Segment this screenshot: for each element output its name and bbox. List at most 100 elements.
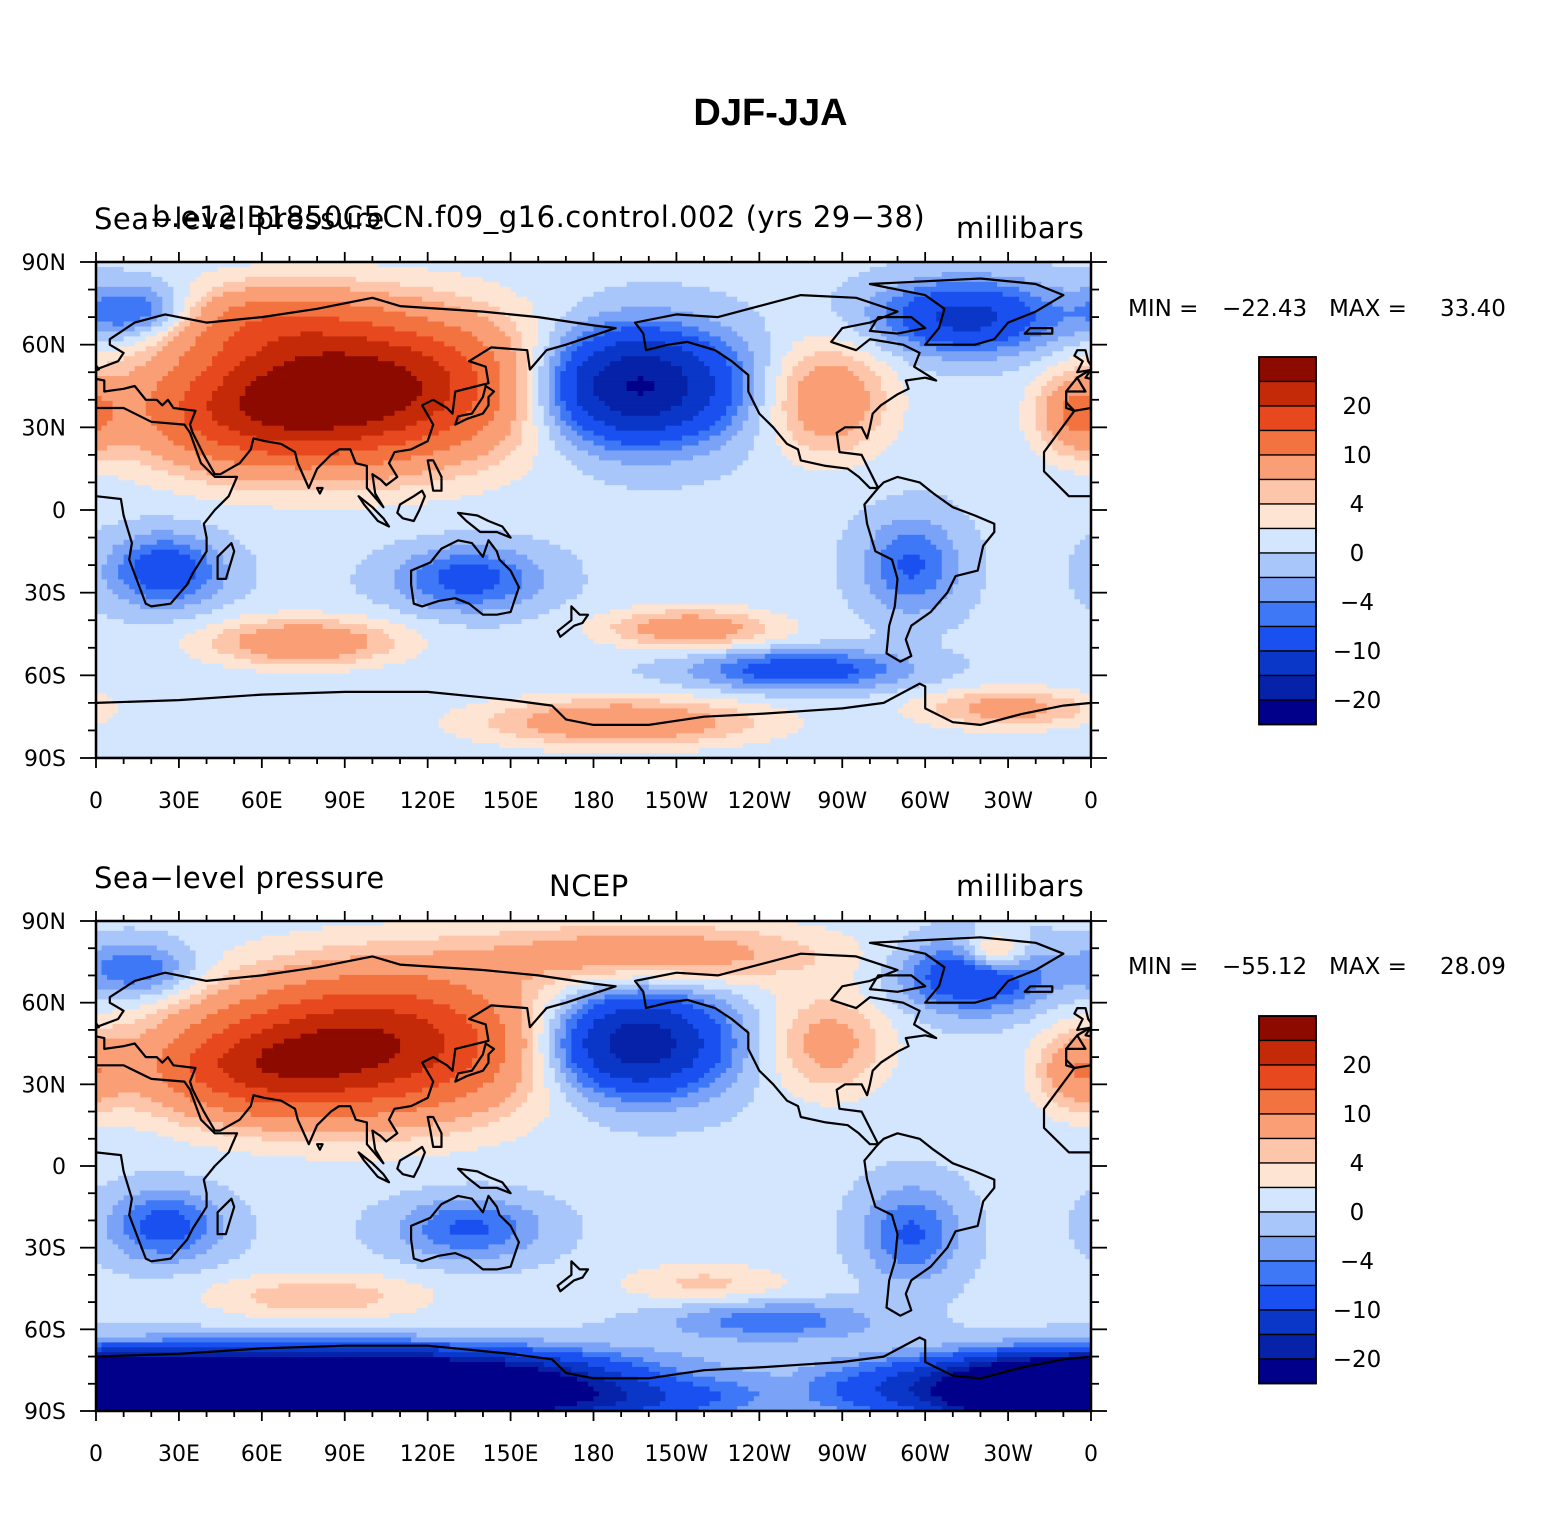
colorbar-swatch bbox=[1258, 1088, 1317, 1115]
panel1-min-label: MIN = bbox=[1128, 296, 1199, 322]
x-tick-label: 0 bbox=[1084, 1442, 1098, 1467]
colorbar-swatch bbox=[1258, 527, 1317, 554]
x-tick-label: 30W bbox=[983, 789, 1033, 814]
panel1-colorbar: 20 10 4 0 −4 −10 −20 bbox=[1258, 356, 1382, 726]
colorbar-swatch bbox=[1258, 454, 1317, 481]
colorbar-swatch bbox=[1258, 674, 1317, 701]
y-tick-label: 90N bbox=[22, 251, 66, 276]
x-tick-label: 150E bbox=[483, 1442, 539, 1467]
colorbar-label: 20 bbox=[1342, 394, 1371, 420]
x-tick-label: 60W bbox=[900, 789, 950, 814]
x-tick-label: 150E bbox=[483, 789, 539, 814]
y-tick-label: 30N bbox=[22, 1073, 66, 1098]
panel1-map: 0 30E 60E 90E 120E 150E 180 150W 120W 90W 60W 30W 09… bbox=[22, 251, 1107, 814]
colorbar-label: 0 bbox=[1350, 541, 1365, 567]
colorbar-swatch bbox=[1258, 503, 1317, 530]
panel1-left-title: Sea−level pressure bbox=[94, 202, 385, 236]
colorbar-swatch bbox=[1258, 601, 1317, 628]
colorbar-label: −4 bbox=[1340, 1249, 1374, 1275]
panel2-left-title: Sea−level pressure bbox=[94, 861, 385, 895]
panel2-colorbar: 20 10 4 0 −4 −10 −20 bbox=[1258, 1015, 1382, 1385]
pressure-field bbox=[96, 921, 1091, 1411]
x-tick-label: 90E bbox=[324, 1442, 366, 1467]
y-tick-label: 90N bbox=[22, 910, 66, 935]
colorbar-swatch bbox=[1258, 1162, 1317, 1189]
panel1-max-value: 33.40 bbox=[1440, 296, 1506, 322]
x-tick-label: 180 bbox=[573, 1442, 615, 1467]
panel2-max-value: 28.09 bbox=[1440, 954, 1506, 980]
panel1-center-title: b.e12.B1850C5CN.f09_g16.control.002 (yrs… bbox=[152, 200, 926, 234]
x-tick-label: 30W bbox=[983, 1442, 1033, 1467]
colorbar-swatch bbox=[1258, 1358, 1317, 1385]
colorbar-swatch bbox=[1258, 1333, 1317, 1360]
y-tick-label: 60N bbox=[22, 334, 66, 359]
y-tick-label: 0 bbox=[52, 499, 66, 524]
colorbar-swatch bbox=[1258, 625, 1317, 652]
x-tick-label: 30E bbox=[158, 1442, 200, 1467]
x-tick-label: 90W bbox=[817, 789, 867, 814]
colorbar-swatch bbox=[1258, 1137, 1317, 1164]
x-tick-label: 0 bbox=[1084, 789, 1098, 814]
y-tick-label: 90S bbox=[24, 747, 66, 772]
colorbar-label: 10 bbox=[1342, 443, 1371, 469]
colorbar-swatch bbox=[1258, 1186, 1317, 1213]
colorbar-label: 10 bbox=[1342, 1102, 1371, 1128]
colorbar-swatch bbox=[1258, 429, 1317, 456]
y-tick-label: 0 bbox=[52, 1155, 66, 1180]
x-tick-label: 120W bbox=[727, 1442, 791, 1467]
y-tick-label: 30S bbox=[24, 1237, 66, 1262]
y-tick-label: 30S bbox=[24, 582, 66, 607]
x-tick-label: 0 bbox=[89, 789, 103, 814]
panel2-min-value: −55.12 bbox=[1222, 954, 1308, 980]
colorbar-swatch bbox=[1258, 1260, 1317, 1287]
y-tick-label: 30N bbox=[22, 416, 66, 441]
x-tick-label: 90W bbox=[817, 1442, 867, 1467]
coastlines bbox=[96, 277, 1091, 758]
panel1-max-label: MAX = bbox=[1329, 296, 1407, 322]
main-title: DJF-JJA bbox=[693, 92, 848, 134]
colorbar-swatch bbox=[1258, 1211, 1317, 1238]
colorbar-swatch bbox=[1258, 576, 1317, 603]
colorbar-swatch bbox=[1258, 1113, 1317, 1140]
panel2-min-label: MIN = bbox=[1128, 954, 1199, 980]
panel2-units: millibars bbox=[956, 869, 1085, 903]
axis-ticks bbox=[80, 911, 1107, 1421]
coastlines bbox=[96, 936, 1091, 1411]
x-tick-label: 150W bbox=[645, 1442, 709, 1467]
colorbar-swatch bbox=[1258, 1309, 1317, 1336]
colorbar-label: −4 bbox=[1340, 590, 1374, 616]
y-tick-label: 60S bbox=[24, 1318, 66, 1343]
colorbar-swatch bbox=[1258, 1015, 1317, 1042]
x-tick-label: 120W bbox=[727, 789, 791, 814]
colorbar-label: 0 bbox=[1350, 1200, 1365, 1226]
y-tick-label: 90S bbox=[24, 1400, 66, 1425]
axis-ticks bbox=[80, 252, 1107, 768]
panel2-center-title: NCEP bbox=[549, 869, 629, 903]
colorbar-label: 4 bbox=[1350, 1151, 1365, 1177]
colorbar-label: −10 bbox=[1333, 639, 1382, 665]
colorbar-label: −10 bbox=[1333, 1298, 1382, 1324]
colorbar-swatch bbox=[1258, 356, 1317, 383]
x-tick-label: 150W bbox=[645, 789, 709, 814]
colorbar-swatch bbox=[1258, 1039, 1317, 1066]
y-tick-label: 60N bbox=[22, 992, 66, 1017]
panel1-min-value: −22.43 bbox=[1222, 296, 1308, 322]
x-tick-label: 30E bbox=[158, 789, 200, 814]
colorbar-label: −20 bbox=[1333, 688, 1382, 714]
x-tick-label: 120E bbox=[400, 1442, 456, 1467]
x-tick-label: 60E bbox=[241, 1442, 283, 1467]
panel1-units: millibars bbox=[956, 211, 1085, 245]
colorbar-swatch bbox=[1258, 1284, 1317, 1311]
colorbar-swatch bbox=[1258, 650, 1317, 677]
colorbar-label: −20 bbox=[1333, 1347, 1382, 1373]
panel2-max-label: MAX = bbox=[1329, 954, 1407, 980]
colorbar-swatch bbox=[1258, 405, 1317, 432]
x-tick-label: 60E bbox=[241, 789, 283, 814]
panel2-map: 0 30E 60E 90E 120E 150E 180 150W 120W 90W 60W 30W 09… bbox=[22, 910, 1107, 1467]
colorbar-swatch bbox=[1258, 699, 1317, 726]
colorbar-label: 4 bbox=[1350, 492, 1365, 518]
colorbar-swatch bbox=[1258, 552, 1317, 579]
y-tick-label: 60S bbox=[24, 664, 66, 689]
x-tick-label: 0 bbox=[89, 1442, 103, 1467]
